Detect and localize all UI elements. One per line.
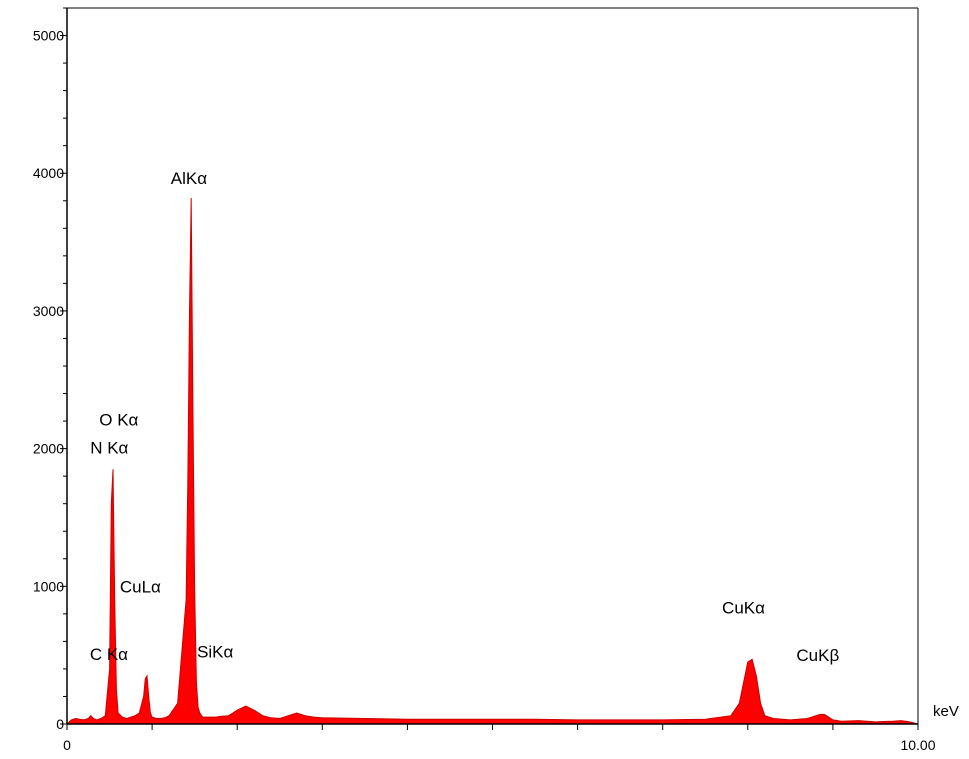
peak-label: N Kα (90, 438, 128, 457)
x-axis-unit-label: keV (933, 703, 959, 720)
peak-label: AlKα (171, 169, 207, 188)
peak-label: CuKβ (796, 646, 839, 665)
y-tick-label: 0 (56, 716, 64, 732)
peak-label: SiKα (197, 643, 233, 662)
peak-label: CuLα (120, 577, 161, 596)
tick-layer (60, 7, 919, 730)
peak-label: O Kα (99, 410, 138, 429)
label-layer: 0 1000 2000 3000 4000 5000 0 10.00 C Kα N Kα O Kα C… (33, 28, 936, 753)
x-tick-label: 0 (63, 737, 71, 753)
y-tick-label: 2000 (33, 441, 64, 457)
y-tick-label: 3000 (33, 303, 64, 319)
x-tick-label: 10.00 (900, 737, 935, 753)
series-layer (65, 197, 919, 725)
y-tick-label: 1000 (33, 578, 64, 594)
peak-label: C Kα (90, 645, 128, 664)
y-tick-label: 4000 (33, 165, 64, 181)
peak-label: CuKα (722, 599, 765, 618)
spectrum-area-0 (65, 197, 919, 725)
y-tick-label: 5000 (33, 28, 64, 44)
